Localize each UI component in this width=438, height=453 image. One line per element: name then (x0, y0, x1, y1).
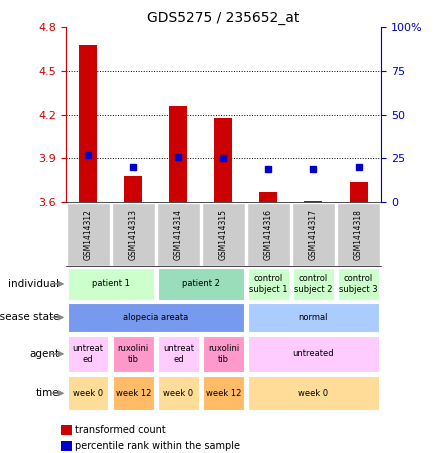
Text: time: time (36, 388, 60, 398)
Bar (68, 336, 109, 372)
Bar (68, 268, 154, 299)
Text: GSM1414312: GSM1414312 (84, 209, 93, 260)
Bar (350, 182, 367, 202)
Bar (214, 118, 233, 202)
Bar (203, 376, 244, 410)
Bar (202, 203, 245, 266)
Bar (61, 441, 72, 451)
Bar (113, 336, 154, 372)
Text: normal: normal (299, 313, 328, 322)
Bar (113, 376, 154, 410)
Text: disease state: disease state (0, 313, 60, 323)
Text: ruxolini
tib: ruxolini tib (118, 344, 149, 364)
Bar (259, 192, 277, 202)
Text: transformed count: transformed count (75, 425, 166, 435)
Text: untreat
ed: untreat ed (73, 344, 104, 364)
Text: week 12: week 12 (206, 389, 241, 398)
Text: ruxolini
tib: ruxolini tib (208, 344, 239, 364)
Text: individual: individual (8, 279, 60, 289)
Text: GSM1414318: GSM1414318 (354, 209, 363, 260)
Text: week 0: week 0 (163, 389, 194, 398)
Bar (158, 268, 244, 299)
Bar (61, 424, 72, 435)
Text: control
subject 1: control subject 1 (249, 274, 288, 294)
Text: untreat
ed: untreat ed (163, 344, 194, 364)
Bar (68, 376, 109, 410)
Bar (158, 336, 198, 372)
Text: GSM1414313: GSM1414313 (129, 209, 138, 260)
Bar (203, 336, 244, 372)
Text: agent: agent (29, 349, 60, 359)
Bar (247, 203, 290, 266)
Text: GSM1414317: GSM1414317 (309, 209, 318, 260)
Bar (158, 376, 198, 410)
Bar (68, 303, 244, 332)
Text: untreated: untreated (293, 349, 334, 358)
Text: GSM1414315: GSM1414315 (219, 209, 228, 260)
Text: control
subject 3: control subject 3 (339, 274, 378, 294)
Bar (337, 203, 380, 266)
Text: patient 2: patient 2 (182, 280, 220, 289)
Bar (304, 201, 322, 202)
Text: GSM1414316: GSM1414316 (264, 209, 273, 260)
Bar (79, 45, 97, 202)
Bar (112, 203, 155, 266)
Bar (248, 268, 289, 299)
Bar (170, 106, 187, 202)
Text: patient 1: patient 1 (92, 280, 130, 289)
Bar (292, 203, 335, 266)
Bar (124, 176, 142, 202)
Text: percentile rank within the sample: percentile rank within the sample (75, 441, 240, 451)
Bar (293, 268, 334, 299)
Bar (67, 203, 110, 266)
Bar (248, 303, 379, 332)
Text: control
subject 2: control subject 2 (294, 274, 333, 294)
Title: GDS5275 / 235652_at: GDS5275 / 235652_at (147, 11, 300, 25)
Text: week 12: week 12 (116, 389, 151, 398)
Text: week 0: week 0 (298, 389, 328, 398)
Bar (248, 336, 379, 372)
Bar (338, 268, 379, 299)
Bar (157, 203, 200, 266)
Text: GSM1414314: GSM1414314 (174, 209, 183, 260)
Bar (248, 376, 379, 410)
Text: alopecia areata: alopecia areata (123, 313, 188, 322)
Text: week 0: week 0 (73, 389, 103, 398)
